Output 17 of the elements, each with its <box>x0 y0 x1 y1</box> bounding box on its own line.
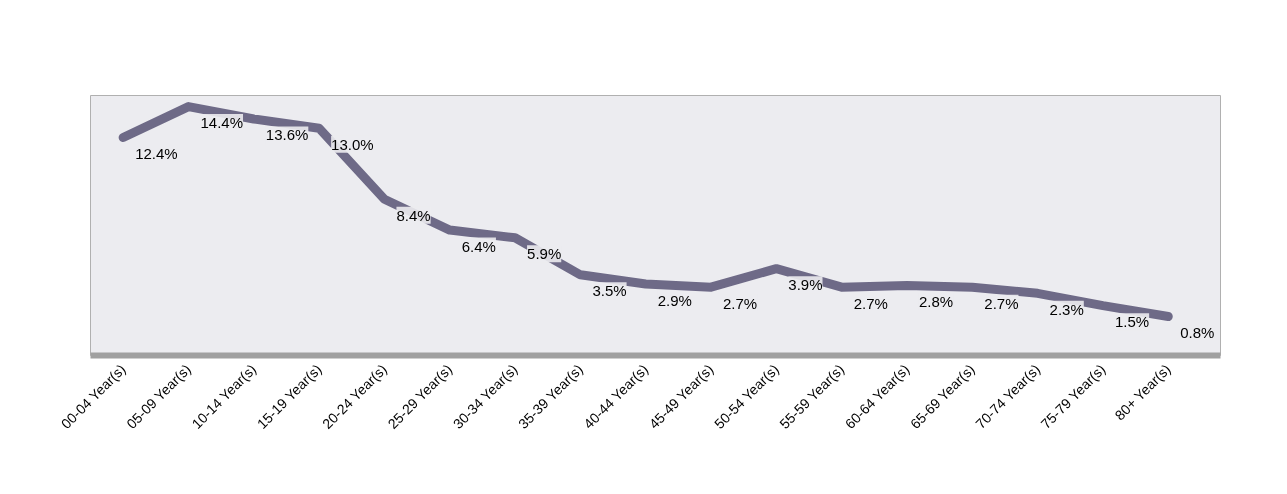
data-label: 1.5% <box>1114 313 1150 331</box>
data-label: 0.8% <box>1180 323 1215 341</box>
data-label: 6.4% <box>461 237 496 255</box>
data-label: 3.9% <box>788 276 823 294</box>
data-label: 2.7% <box>723 294 758 312</box>
data-label: 12.4% <box>135 144 178 162</box>
data-label: 5.9% <box>527 245 562 263</box>
data-label: 3.5% <box>592 282 627 300</box>
data-label: 2.9% <box>657 291 692 309</box>
data-label: 8.4% <box>396 206 431 224</box>
data-label: 2.3% <box>1049 300 1084 318</box>
data-label: 2.7% <box>853 294 888 312</box>
data-label: 2.8% <box>918 293 954 311</box>
data-label: 14.4% <box>200 114 244 132</box>
data-label: 13.0% <box>331 135 374 153</box>
data-label: 2.7% <box>984 294 1019 312</box>
data-label: 13.6% <box>265 126 309 144</box>
